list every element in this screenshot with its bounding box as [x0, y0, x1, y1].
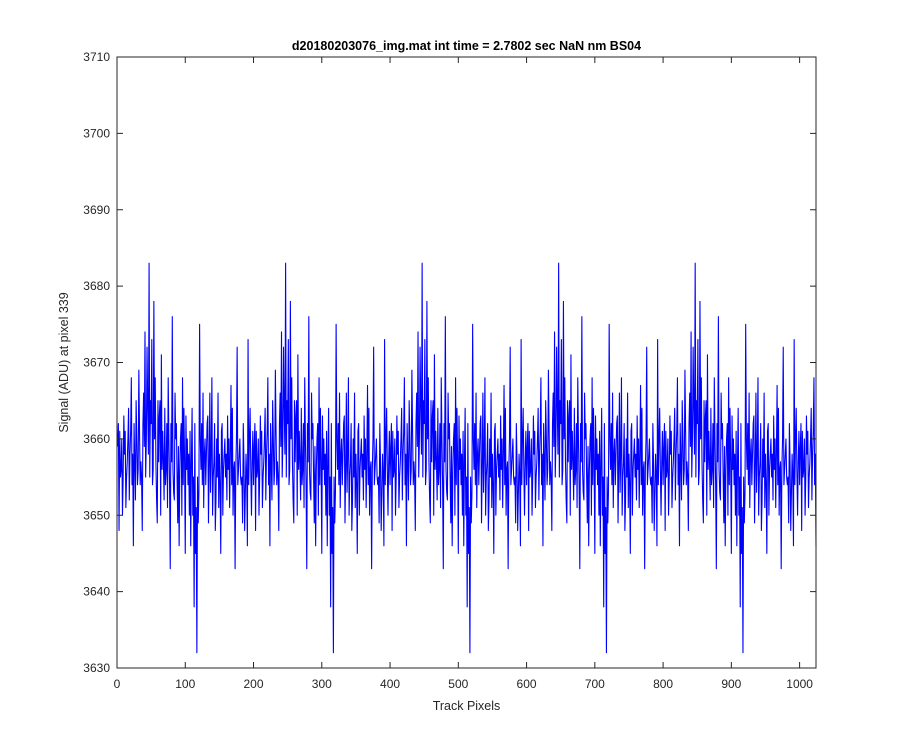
x-tick-label: 100	[175, 677, 195, 691]
y-tick-label: 3710	[83, 50, 110, 64]
x-tick-label: 1000	[786, 677, 813, 691]
x-tick-label: 600	[517, 677, 537, 691]
y-tick-label: 3670	[83, 356, 110, 370]
y-axis-label: Signal (ADU) at pixel 339	[57, 292, 71, 432]
x-tick-label: 800	[653, 677, 673, 691]
axes-box	[116, 56, 817, 669]
x-axis-label: Track Pixels	[433, 699, 501, 713]
x-tick-label: 0	[114, 677, 121, 691]
chart-title: d20180203076_img.mat int time = 2.7802 s…	[292, 39, 641, 53]
series-layer	[117, 262, 817, 654]
x-tick-label: 300	[312, 677, 332, 691]
y-tick-label: 3630	[83, 661, 110, 675]
y-tick-label: 3680	[83, 279, 110, 293]
tick-layer: 0 100 200 300 400 500 600 700 800 900 1000 3630 3640…	[83, 50, 816, 691]
y-tick-label: 3650	[83, 508, 110, 522]
y-tick-label: 3660	[83, 432, 110, 446]
x-tick-label: 200	[244, 677, 264, 691]
x-tick-label: 900	[721, 677, 741, 691]
x-tick-label: 700	[585, 677, 605, 691]
x-tick-label: 400	[380, 677, 400, 691]
y-tick-label: 3640	[83, 585, 110, 599]
y-tick-label: 3690	[83, 203, 110, 217]
signal-series-line	[117, 262, 817, 654]
x-tick-label: 500	[448, 677, 468, 691]
y-tick-label: 3700	[83, 126, 110, 140]
